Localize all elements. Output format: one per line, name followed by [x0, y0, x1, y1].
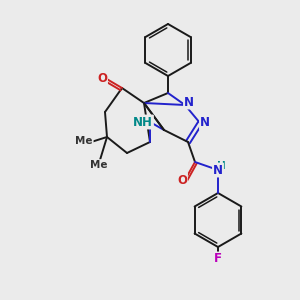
Text: NH: NH	[133, 116, 153, 128]
Text: N: N	[200, 116, 210, 130]
Text: O: O	[177, 173, 187, 187]
Text: O: O	[97, 71, 107, 85]
Text: Me: Me	[90, 160, 108, 170]
Text: H: H	[217, 161, 225, 171]
Text: N: N	[213, 164, 223, 176]
Text: N: N	[184, 95, 194, 109]
Text: F: F	[214, 253, 222, 266]
Text: Me: Me	[75, 136, 93, 146]
